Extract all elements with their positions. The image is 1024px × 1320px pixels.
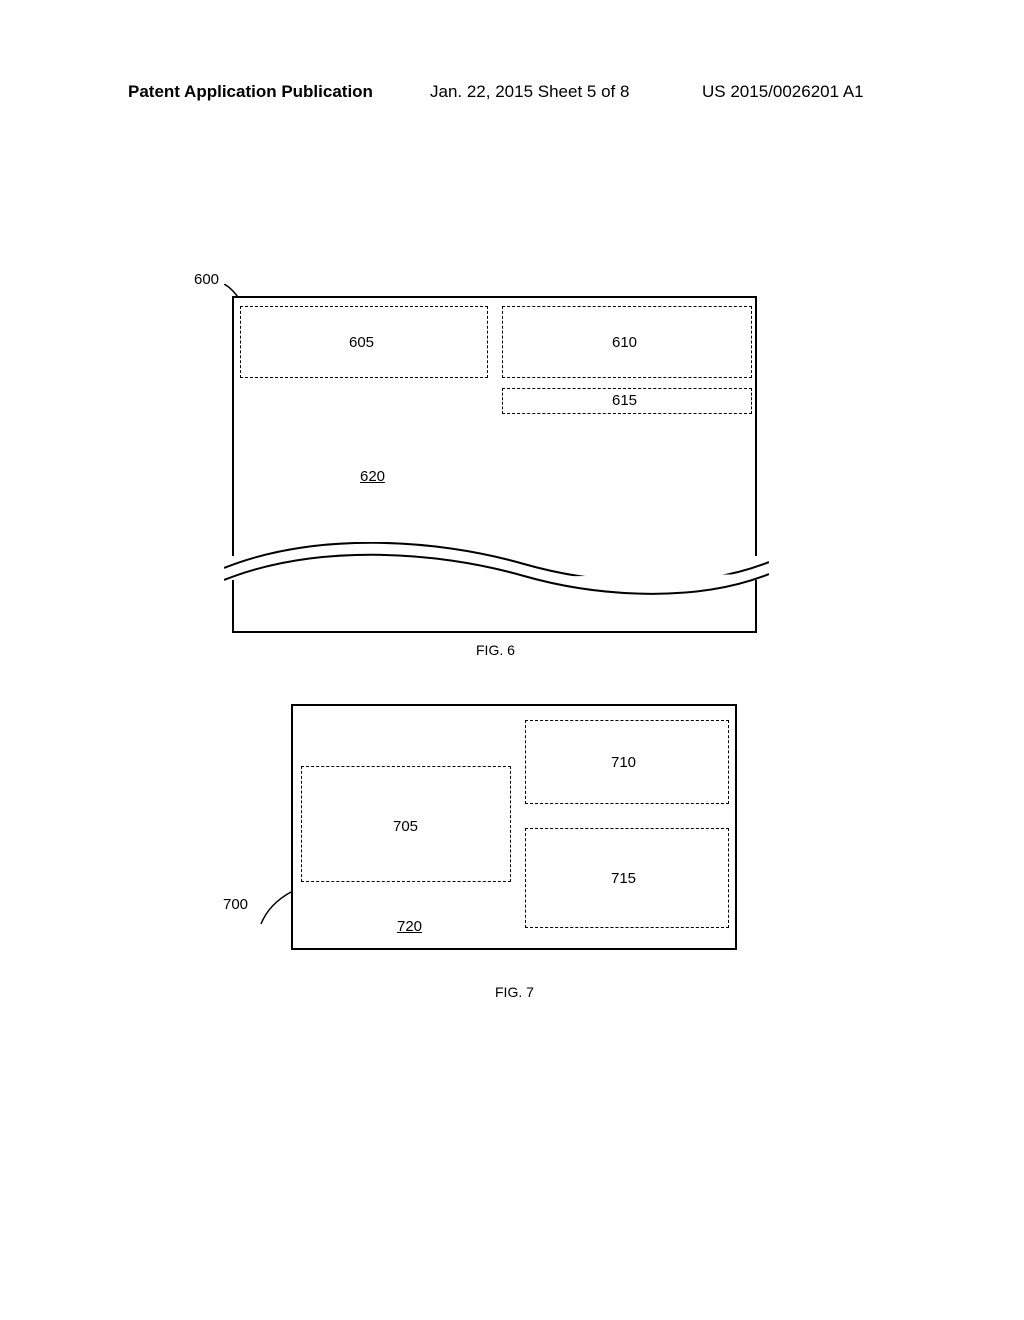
fig7-lead-label: 700 bbox=[223, 896, 248, 913]
fig7-label-705: 705 bbox=[393, 818, 418, 835]
fig6-label-620: 620 bbox=[360, 468, 385, 485]
fig6-label-615: 615 bbox=[612, 392, 637, 409]
header-publication: Patent Application Publication bbox=[128, 82, 373, 102]
patent-page: Patent Application Publication Jan. 22, … bbox=[0, 0, 1024, 1320]
fig7-label-720: 720 bbox=[397, 918, 422, 935]
header-patent-number: US 2015/0026201 A1 bbox=[702, 82, 864, 102]
fig6-outer-box: 605 610 615 620 bbox=[232, 296, 757, 633]
fig6-label-610: 610 bbox=[612, 334, 637, 351]
header-date-sheet: Jan. 22, 2015 Sheet 5 of 8 bbox=[430, 82, 629, 102]
fig7-label-710: 710 bbox=[611, 754, 636, 771]
fig6-break-lines bbox=[224, 542, 769, 602]
fig7-caption: FIG. 7 bbox=[495, 984, 534, 1000]
figure-6: 600 605 610 615 620 FIG. 6 bbox=[232, 296, 757, 633]
page-header: Patent Application Publication Jan. 22, … bbox=[0, 82, 1024, 106]
fig7-outer-box: 705 710 715 720 bbox=[291, 704, 737, 950]
fig7-lead-line bbox=[259, 890, 295, 926]
figure-7: 700 705 710 715 720 FIG. 7 bbox=[291, 704, 737, 950]
fig7-label-715: 715 bbox=[611, 870, 636, 887]
fig6-label-605: 605 bbox=[349, 334, 374, 351]
fig6-caption: FIG. 6 bbox=[476, 642, 515, 658]
fig6-lead-label: 600 bbox=[194, 271, 219, 288]
